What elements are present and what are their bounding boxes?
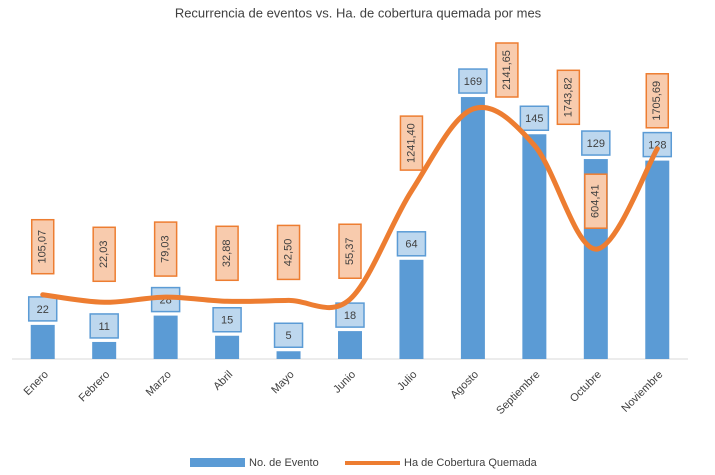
- line-label-box: [30, 218, 55, 275]
- bar-label-box: [396, 231, 427, 257]
- chart-title: Recurrencia de eventos vs. Ha. de cobert…: [175, 5, 542, 20]
- line-label: 604,41: [590, 184, 602, 218]
- bar-label-box: [519, 105, 550, 131]
- line-label-box: [584, 173, 608, 229]
- bar-label-box: [458, 68, 488, 94]
- line-label-box: [338, 223, 362, 279]
- bar-label: 169: [464, 76, 482, 88]
- bar: [460, 97, 485, 360]
- bar-label: 64: [405, 239, 417, 251]
- line-label: 32,88: [221, 240, 233, 268]
- bar-label: 11: [98, 321, 109, 333]
- bar: [92, 341, 117, 359]
- bar-label: 128: [648, 140, 666, 152]
- bar-label: 22: [37, 304, 49, 316]
- x-tick-label: Octubre: [568, 369, 604, 405]
- line-label: 22,03: [98, 241, 110, 269]
- bar-label: 15: [221, 315, 233, 327]
- line-label: 55,37: [344, 237, 356, 265]
- line-label: 1705,69: [651, 81, 663, 121]
- bar-label-box: [27, 296, 58, 322]
- line-label-box: [153, 221, 178, 277]
- bar-label: 5: [285, 330, 291, 342]
- line-label-box: [215, 225, 239, 282]
- line-label-box: [556, 69, 581, 126]
- bar-label: 129: [587, 138, 605, 150]
- line-label: 42,50: [282, 239, 294, 267]
- line-label: 1241,40: [405, 123, 417, 163]
- line-label: 79,03: [160, 235, 172, 263]
- bar-label: 145: [525, 113, 543, 125]
- line-label-box: [399, 115, 424, 171]
- bar: [276, 351, 301, 359]
- bar: [338, 331, 362, 359]
- bar: [522, 134, 547, 359]
- line-label: 1743,82: [562, 77, 574, 117]
- bar-label-box: [273, 322, 304, 348]
- bar-label-box: [212, 307, 242, 333]
- bar: [30, 324, 55, 359]
- x-tick-label: Agosto: [448, 369, 481, 402]
- x-tick-label: Abril: [211, 369, 235, 393]
- x-tick-label: Noviembre: [619, 369, 665, 415]
- line-label: 105,07: [37, 230, 49, 264]
- x-tick-label: Julio: [395, 369, 419, 393]
- legend-swatch: [190, 458, 245, 467]
- line-label-box: [92, 226, 116, 283]
- x-tick-label: Febrero: [77, 369, 113, 405]
- x-tick-label: Septiembre: [494, 369, 542, 417]
- x-tick-label: Marzo: [144, 369, 174, 399]
- bar: [215, 335, 240, 359]
- bar-label-box: [89, 313, 119, 339]
- bar-label-box: [581, 130, 611, 156]
- x-tick-label: Enero: [22, 369, 51, 398]
- x-tick-label: Mayo: [269, 369, 297, 397]
- bar: [645, 160, 670, 359]
- line-label-box: [645, 73, 670, 129]
- line: [40, 105, 660, 311]
- bar: [399, 259, 424, 359]
- line-label-box: [495, 42, 519, 98]
- line-label-box: [276, 224, 301, 281]
- bar-label: 18: [344, 310, 356, 322]
- legend-label: No. de Evento: [249, 457, 319, 469]
- bar: [153, 315, 178, 359]
- x-tick-label: Junio: [331, 369, 358, 396]
- legend-label: Ha de Cobertura Quemada: [404, 457, 538, 469]
- line-label: 2141,65: [501, 50, 513, 90]
